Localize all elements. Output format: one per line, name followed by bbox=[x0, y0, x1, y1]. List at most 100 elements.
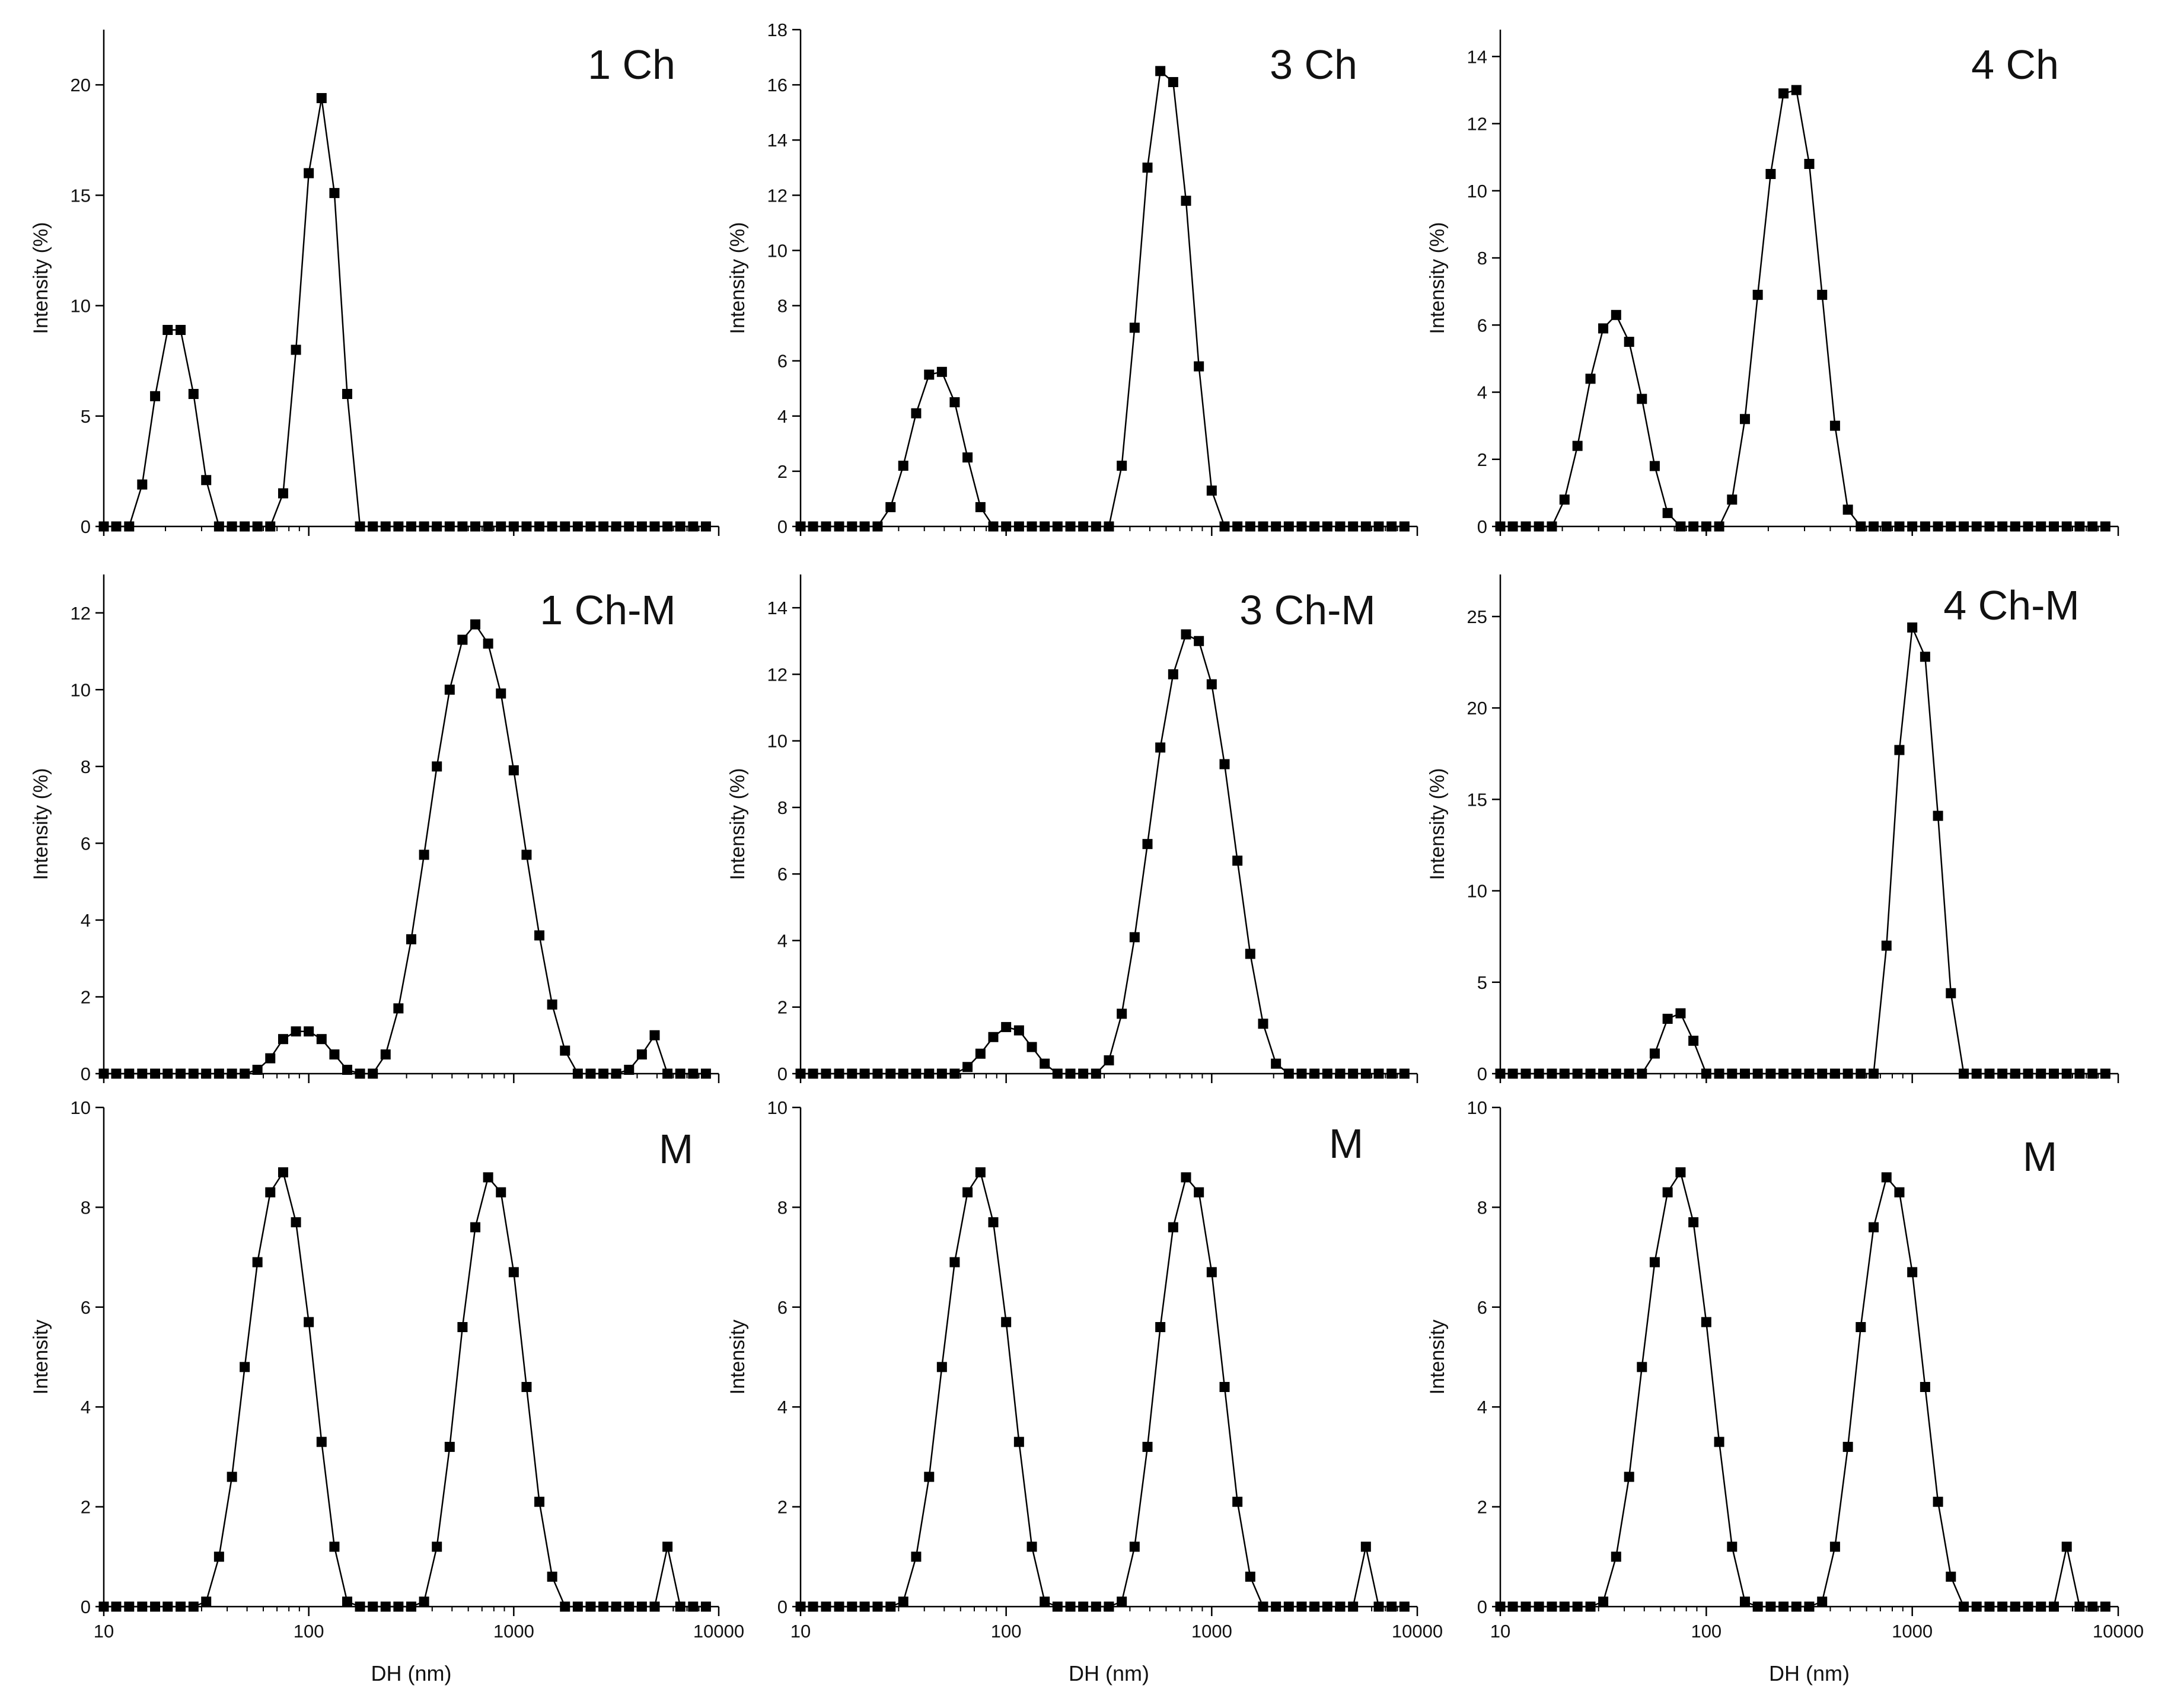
data-point bbox=[1399, 1601, 1410, 1612]
data-point bbox=[975, 1048, 986, 1059]
panel-6: 0 5 10 15 20 25 Intensity (%) 4 Ch-M bbox=[1426, 574, 2119, 1084]
y-tick-label: 10 bbox=[1467, 1097, 1487, 1118]
panel-label: 1 Ch-M bbox=[540, 587, 675, 633]
data-point bbox=[1373, 1601, 1384, 1612]
data-point bbox=[1296, 1068, 1307, 1079]
series-line bbox=[801, 69, 1405, 528]
data-point bbox=[1194, 361, 1204, 372]
y-axis-label: Intensity (%) bbox=[1426, 768, 1449, 880]
data-point bbox=[675, 1601, 686, 1612]
data-point bbox=[213, 521, 224, 532]
data-point bbox=[470, 619, 481, 630]
data-point bbox=[1373, 1068, 1384, 1079]
data-point bbox=[1245, 949, 1255, 959]
data-point bbox=[457, 634, 468, 645]
data-point bbox=[1881, 1172, 1892, 1183]
data-point bbox=[1142, 162, 1153, 173]
data-point bbox=[1507, 1601, 1518, 1612]
data-point bbox=[124, 1068, 135, 1079]
data-point bbox=[859, 1601, 870, 1612]
data-point bbox=[240, 1068, 250, 1079]
data-point bbox=[457, 1321, 468, 1332]
data-point bbox=[1869, 521, 1879, 532]
data-point bbox=[1804, 158, 1815, 169]
y-tick-label: 0 bbox=[81, 516, 91, 537]
data-point bbox=[1624, 337, 1634, 347]
data-point bbox=[598, 1601, 609, 1612]
data-point bbox=[1727, 1541, 1738, 1552]
data-point bbox=[988, 1217, 999, 1228]
data-point bbox=[124, 1601, 135, 1612]
data-point bbox=[1335, 1068, 1346, 1079]
data-point bbox=[1765, 1601, 1776, 1612]
data-point bbox=[496, 688, 506, 699]
data-point bbox=[1142, 839, 1153, 850]
data-point bbox=[1817, 289, 1828, 300]
data-point bbox=[1360, 521, 1371, 532]
data-point bbox=[304, 1026, 314, 1037]
data-point bbox=[662, 521, 673, 532]
data-point bbox=[1348, 1601, 1359, 1612]
y-tick-label: 20 bbox=[71, 75, 91, 95]
data-point bbox=[1168, 669, 1178, 679]
data-point bbox=[1040, 1597, 1050, 1607]
data-point bbox=[572, 521, 583, 532]
data-point bbox=[1168, 1222, 1178, 1233]
data-point bbox=[547, 1571, 557, 1582]
data-point bbox=[636, 521, 647, 532]
data-point bbox=[1727, 494, 1738, 505]
y-tick-label: 6 bbox=[777, 351, 788, 372]
y-tick-label: 12 bbox=[1467, 114, 1487, 135]
data-point bbox=[368, 1601, 378, 1612]
data-point bbox=[1335, 521, 1346, 532]
data-point bbox=[924, 1471, 935, 1482]
data-point bbox=[1078, 521, 1089, 532]
data-point bbox=[688, 1601, 699, 1612]
data-point bbox=[111, 521, 122, 532]
data-point bbox=[188, 389, 199, 400]
data-point bbox=[585, 1601, 596, 1612]
data-point bbox=[649, 1030, 660, 1040]
data-point bbox=[419, 1597, 429, 1607]
data-point bbox=[1739, 414, 1750, 424]
data-point bbox=[1065, 521, 1076, 532]
data-point bbox=[936, 1068, 947, 1079]
y-tick-label: 6 bbox=[81, 1297, 91, 1318]
data-point bbox=[393, 521, 404, 532]
x-tick-label: 100 bbox=[991, 1621, 1022, 1642]
data-point bbox=[560, 1601, 570, 1612]
data-point bbox=[859, 1068, 870, 1079]
data-point bbox=[821, 521, 831, 532]
data-point bbox=[124, 521, 135, 532]
y-tick-label: 20 bbox=[1467, 698, 1487, 719]
data-point bbox=[521, 521, 532, 532]
data-point bbox=[1507, 1068, 1518, 1079]
y-axis-label: Intensity bbox=[30, 1320, 52, 1395]
data-point bbox=[380, 521, 391, 532]
data-point bbox=[111, 1068, 122, 1079]
data-point bbox=[1052, 521, 1063, 532]
data-point bbox=[1386, 1068, 1397, 1079]
y-tick-label: 0 bbox=[81, 1597, 91, 1617]
data-point bbox=[911, 1068, 922, 1079]
data-point bbox=[1013, 1025, 1024, 1036]
data-point bbox=[834, 1068, 844, 1079]
data-point bbox=[150, 391, 161, 401]
y-tick-label: 14 bbox=[1467, 46, 1487, 67]
data-point bbox=[444, 1442, 455, 1452]
data-point bbox=[240, 1362, 250, 1372]
data-point bbox=[1804, 1068, 1815, 1079]
data-point bbox=[329, 1049, 340, 1060]
data-point bbox=[1946, 988, 1956, 998]
data-point bbox=[1791, 1068, 1802, 1079]
data-point bbox=[1309, 1068, 1320, 1079]
data-point bbox=[1920, 652, 1930, 662]
data-point bbox=[2061, 521, 2072, 532]
data-point bbox=[662, 1541, 673, 1552]
data-point bbox=[1829, 1541, 1840, 1552]
data-point bbox=[936, 366, 947, 377]
data-point bbox=[1168, 76, 1178, 87]
data-point bbox=[649, 521, 660, 532]
data-point bbox=[444, 521, 455, 532]
data-point bbox=[1559, 494, 1570, 505]
